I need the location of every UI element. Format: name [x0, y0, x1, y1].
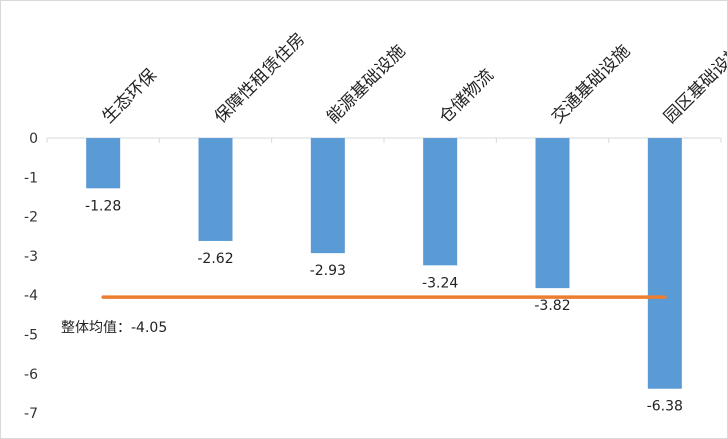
bar — [310, 138, 345, 254]
y-tick-label: -7 — [24, 406, 38, 422]
data-label: -3.82 — [534, 298, 570, 314]
data-label: -2.93 — [310, 263, 346, 279]
category-label: 生态环保 — [99, 65, 161, 127]
category-label: 园区基础设施 — [660, 41, 727, 127]
y-tick-label: -6 — [24, 367, 38, 383]
average-label: 整体均值：-4.05 — [61, 320, 167, 336]
data-label: -6.38 — [647, 399, 683, 415]
y-tick-label: -1 — [24, 170, 38, 186]
y-tick-label: -2 — [24, 210, 38, 226]
bar — [423, 138, 458, 266]
bar — [535, 138, 570, 289]
bar — [86, 138, 121, 189]
category-label: 交通基础设施 — [548, 41, 634, 127]
labels-layer: -1.28 生态环保 -2.62 保障性租赁住房 -2.93 能源基础设施 -3.24 仓储物… — [61, 29, 727, 414]
axis-layer: 0 -1 -2 -3 -4 -5 -6 -7 — [24, 131, 722, 422]
y-tick-label: 0 — [29, 131, 38, 147]
bar — [647, 138, 682, 389]
data-label: -2.62 — [197, 251, 233, 267]
data-label: -1.28 — [85, 198, 121, 214]
y-tick-label: -4 — [24, 288, 38, 304]
y-tick-label: -5 — [24, 328, 38, 344]
category-label: 保障性租赁住房 — [211, 29, 309, 127]
category-label: 能源基础设施 — [323, 41, 409, 127]
data-label: -3.24 — [422, 275, 458, 291]
bars-layer — [86, 138, 682, 389]
y-tick-label: -3 — [24, 249, 38, 265]
category-label: 仓储物流 — [436, 65, 498, 127]
bar — [198, 138, 233, 241]
